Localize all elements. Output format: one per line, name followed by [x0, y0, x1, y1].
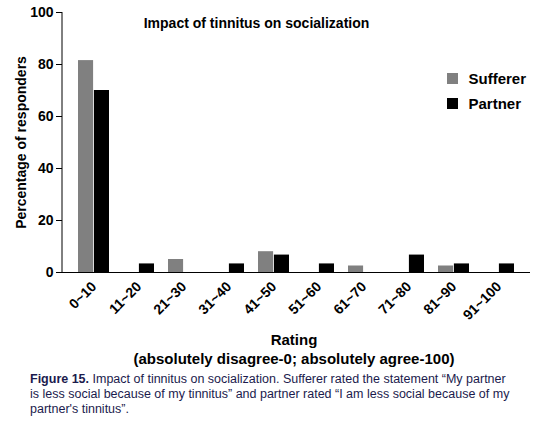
svg-text:40: 40 [38, 160, 54, 176]
svg-text:80: 80 [38, 56, 54, 72]
svg-text:91~100: 91~100 [460, 278, 505, 323]
svg-text:31~40: 31~40 [195, 278, 234, 317]
svg-text:0: 0 [46, 264, 54, 280]
svg-text:20: 20 [38, 212, 54, 228]
html-text:Sufferer: Sufferer [468, 70, 526, 87]
svg-text:21~30: 21~30 [150, 278, 189, 317]
svg-text:100: 100 [30, 4, 54, 20]
svg-text:Impact of tinnitus on socializ: Impact of tinnitus on socialization [144, 15, 370, 31]
svg-text:71~80: 71~80 [375, 278, 414, 317]
svg-text:Percentage of responders: Percentage of responders [13, 56, 29, 229]
html-text:Rating: Rating [270, 331, 318, 348]
svg-text:51~60: 51~60 [285, 278, 324, 317]
html-text:Partner: Partner [468, 95, 521, 112]
svg-text:60: 60 [38, 108, 54, 124]
svg-text:0~10: 0~10 [66, 278, 100, 312]
svg-text:61~70: 61~70 [330, 278, 369, 317]
svg-text:81~90: 81~90 [420, 278, 459, 317]
svg-text:11~20: 11~20 [106, 278, 145, 317]
html-text:(absolutely disagree-0; absolu: (absolutely disagree-0; absolutely agree… [133, 350, 455, 367]
svg-text:41~50: 41~50 [240, 278, 279, 317]
html-text:Figure 15. Impact of tinnitus: Figure 15. Impact of tinnitus on sociali… [30, 372, 510, 416]
